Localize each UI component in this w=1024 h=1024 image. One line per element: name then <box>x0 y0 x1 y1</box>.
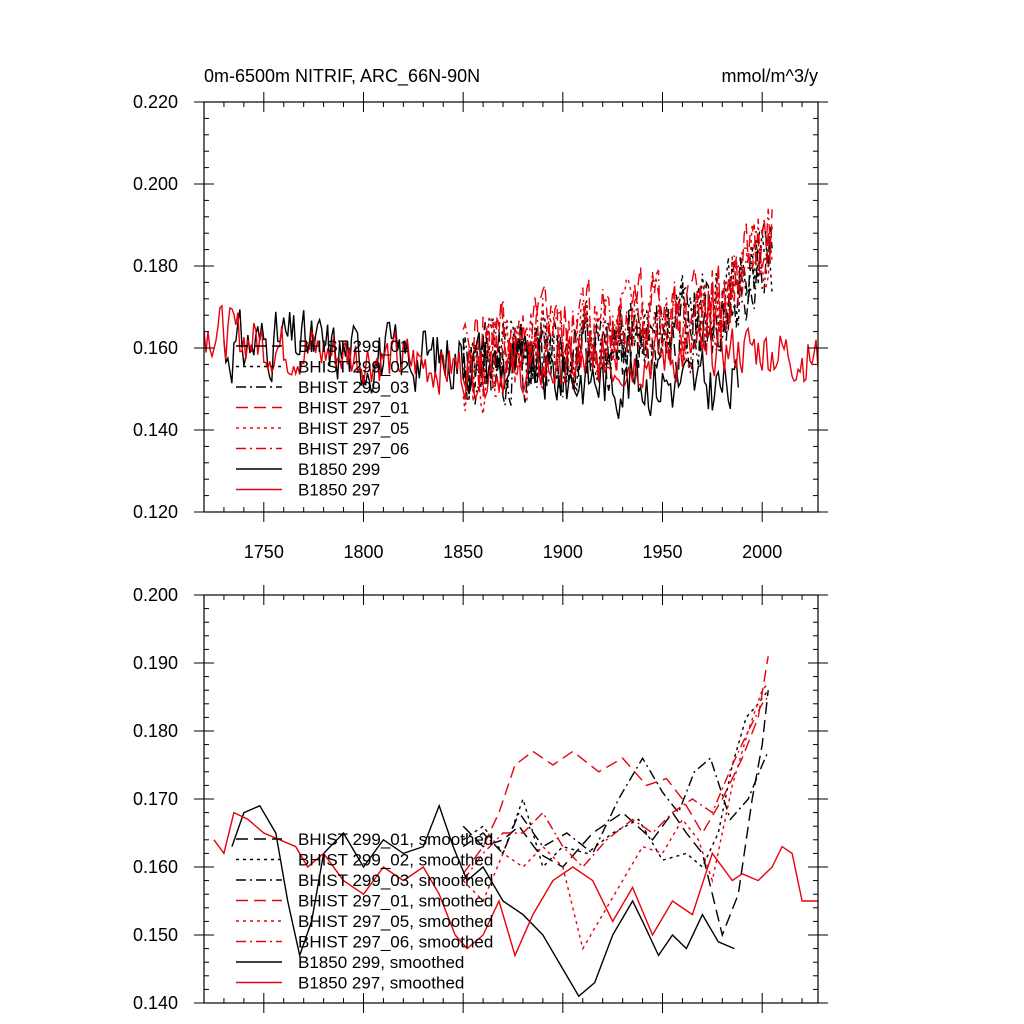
y-tick-label: 0.180 <box>133 256 178 276</box>
series-line-b1850-297 <box>204 304 818 401</box>
legend-entry: BHIST 297_05 <box>298 419 409 438</box>
y-tick-label: 0.180 <box>133 721 178 741</box>
series-group <box>213 656 818 998</box>
legend-entry: BHIST 299_03 <box>298 378 409 397</box>
series-line-bhist-297-06-smoothed <box>462 696 769 882</box>
y-tick-label: 0.160 <box>133 857 178 877</box>
x-tick-label: 1900 <box>543 542 583 562</box>
legend: BHIST 299_01, smoothed BHIST 299_02, smoo… <box>236 830 493 993</box>
series-line-bhist-299-03-smoothed <box>462 751 769 855</box>
series-line-bhist-297-01 <box>462 209 773 390</box>
y-tick-label: 0.140 <box>133 420 178 440</box>
legend-entry: BHIST 297_05, smoothed <box>298 912 493 931</box>
y-tick-label: 0.200 <box>133 174 178 194</box>
legend-entry: BHIST 299_01, smoothed <box>298 830 493 849</box>
y-tick-label: 0.220 <box>133 92 178 112</box>
series-line-b1850-297-smoothed <box>213 811 818 958</box>
y-tick-label: 0.190 <box>133 653 178 673</box>
x-tick-label: 1750 <box>244 542 284 562</box>
series-line-b1850-299 <box>223 309 739 419</box>
y-tick-label: 0.200 <box>133 585 178 605</box>
series-line-bhist-299-02-smoothed <box>462 689 769 869</box>
y-tick-label: 0.160 <box>133 338 178 358</box>
x-tick-label: 1800 <box>343 542 383 562</box>
series-line-bhist-297-01-smoothed <box>462 656 769 875</box>
legend-entry: B1850 299 <box>298 460 380 479</box>
chart-title: 0m-6500m NITRIF, ARC_66N-90N <box>204 66 480 87</box>
plot-frame <box>203 101 819 513</box>
legend-entry: B1850 299, smoothed <box>298 953 464 972</box>
legend-entry: BHIST 299_02 <box>298 358 409 377</box>
legend-entry: BHIST 297_06 <box>298 440 409 459</box>
y-tick-label: 0.170 <box>133 789 178 809</box>
bottom-panel: 0.140 0.150 0.160 0.170 0.180 0.190 0.200 BHIST… <box>133 585 828 1013</box>
y-tick-label: 0.120 <box>133 502 178 522</box>
legend-entry: BHIST 299_01 <box>298 337 409 356</box>
series-line-b1850-299-smoothed <box>231 803 735 998</box>
legend-entry: BHIST 299_02, smoothed <box>298 851 493 870</box>
y-tick-label: 0.140 <box>133 993 178 1013</box>
legend-entry: BHIST 297_01 <box>298 399 409 418</box>
series-line-bhist-297-06 <box>462 208 773 397</box>
legend-entry: BHIST 299_03, smoothed <box>298 871 493 890</box>
chart-units: mmol/m^3/y <box>722 66 818 86</box>
x-tick-label: 1950 <box>642 542 682 562</box>
x-tick-label: 1850 <box>443 542 483 562</box>
series-group <box>204 208 818 419</box>
series-line-bhist-299-01-smoothed <box>462 690 769 938</box>
y-tick-label: 0.150 <box>133 925 178 945</box>
legend-entry: B1850 297, smoothed <box>298 974 464 993</box>
x-tick-label: 2000 <box>742 542 782 562</box>
legend-entry: BHIST 297_01, smoothed <box>298 892 493 911</box>
series-line-bhist-297-05-smoothed <box>462 682 769 951</box>
top-panel: 1750 1800 1850 1900 1950 2000 0.120 0.140 0.160 0… <box>133 92 828 562</box>
legend-entry: BHIST 297_06, smoothed <box>298 933 493 952</box>
legend-entry: B1850 297 <box>298 481 380 500</box>
